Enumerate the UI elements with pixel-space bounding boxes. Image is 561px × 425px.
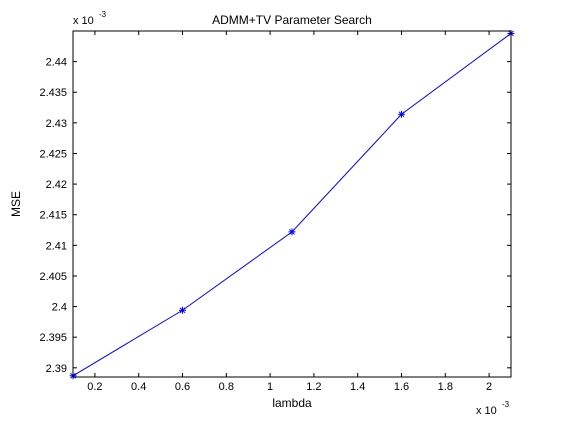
x-tick-label: 2 [486, 381, 492, 393]
x-tick-label: 1.6 [394, 381, 409, 393]
series-layer [69, 29, 515, 380]
x-exponent-power: -3 [502, 400, 510, 409]
y-exponent-base: x 10 [73, 15, 94, 27]
y-tick-label: 2.43 [46, 118, 67, 130]
y-tick-label: 2.41 [46, 240, 67, 252]
y-tick-label: 2.395 [39, 332, 67, 344]
y-tick-label: 2.4 [52, 302, 67, 314]
x-tick-label: 0.6 [175, 381, 190, 393]
chart-title: ADMM+TV Parameter Search [212, 13, 372, 27]
y-exponent-label: x 10 -3 [73, 10, 107, 27]
y-exponent-power: -3 [99, 10, 107, 19]
data-point-marker [398, 110, 405, 118]
x-tick-label: 1.2 [306, 381, 321, 393]
x-tick-label: 0.2 [87, 381, 102, 393]
x-tick-label: 0.4 [131, 381, 146, 393]
plot-area-frame [72, 30, 512, 378]
y-tick-label: 2.44 [46, 57, 67, 69]
y-tick-label: 2.405 [39, 271, 67, 283]
y-tick-label: 2.425 [39, 148, 67, 160]
x-tick-label: 1.8 [438, 381, 453, 393]
data-point-marker [179, 306, 186, 314]
y-tick-label: 2.435 [39, 87, 67, 99]
y-tick-label: 2.39 [46, 363, 67, 375]
x-exponent-base: x 10 [476, 405, 497, 417]
y-tick-label: 2.42 [46, 179, 67, 191]
data-point-marker [288, 228, 296, 236]
x-tick-label: 1 [267, 381, 273, 393]
ticks-layer: 0.2 0.4 0.6 0.8 1 1.2 1.4 1.6 1.8 2 2.39 2.395 2.4 2.… [39, 31, 511, 393]
x-axis-label: lambda [272, 396, 312, 410]
x-tick-label: 0.8 [219, 381, 234, 393]
series-line [72, 33, 512, 377]
x-exponent-label: x 10 -3 [476, 400, 510, 417]
x-tick-label: 1.4 [350, 381, 365, 393]
y-tick-label: 2.415 [39, 210, 67, 222]
y-axis-label: MSE [9, 191, 23, 217]
